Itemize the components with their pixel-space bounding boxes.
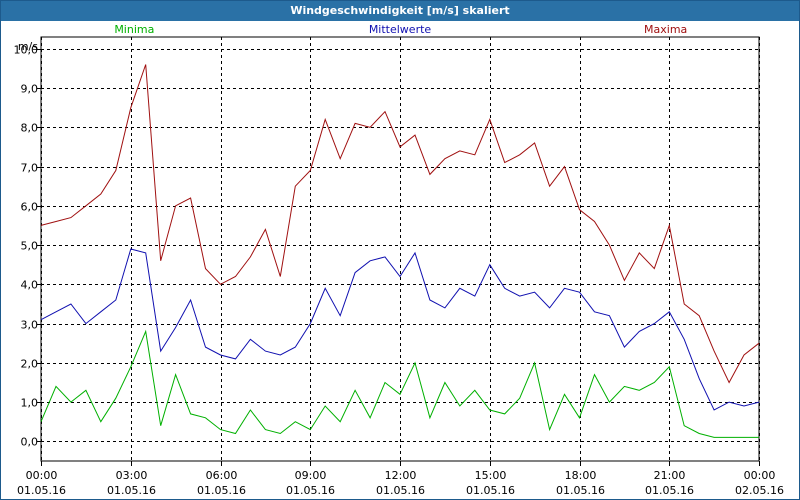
x-tick-time: 00:00: [744, 469, 776, 482]
x-tick-time: 15:00: [475, 469, 507, 482]
x-tick-date: 01.05.16: [645, 484, 694, 497]
y-tick-label: 1,0: [21, 397, 39, 410]
x-tick-date: 01.05.16: [197, 484, 246, 497]
x-tick-date: 01.05.16: [17, 484, 66, 497]
x-tick-time: 06:00: [206, 469, 238, 482]
x-tick-date: 01.05.16: [286, 484, 335, 497]
y-tick-label: 6,0: [21, 201, 39, 214]
label-layer: 0,0 1,0 2,0 3,0 4,0 5,0 6,0 7,0 8,0 9,0 10,0 00:00 0…: [14, 23, 784, 497]
legend-maxima: Maxima: [644, 23, 687, 36]
y-tick-label: 8,0: [21, 122, 39, 135]
legend-mittelwerte: Mittelwerte: [369, 23, 432, 36]
x-tick-time: 18:00: [565, 469, 597, 482]
legend-minima: Minima: [114, 23, 154, 36]
y-tick-label: 0,0: [21, 436, 39, 449]
y-tick-label: 5,0: [21, 240, 39, 253]
x-tick-time: 03:00: [116, 469, 148, 482]
x-tick-date: 01.05.16: [376, 484, 425, 497]
y-tick-label: 7,0: [21, 162, 39, 175]
x-tick-time: 21:00: [654, 469, 686, 482]
y-tick-label: 4,0: [21, 279, 39, 292]
series-layer: [40, 64, 760, 438]
axis-layer: [37, 36, 760, 466]
x-tick-date: 01.05.16: [466, 484, 515, 497]
x-tick-time: 12:00: [385, 469, 417, 482]
series-line-minima: [40, 329, 759, 438]
y-tick-label: 10,0: [14, 44, 39, 57]
chart-title: Windgeschwindigkeit [m/s] skaliert: [1, 1, 799, 21]
x-tick-time: 00:00: [26, 469, 58, 482]
x-tick-date: 01.05.16: [556, 484, 605, 497]
x-tick-time: 09:00: [295, 469, 327, 482]
y-axis-label: m/s: [18, 40, 38, 53]
series-line-maxima: [40, 64, 760, 384]
series-line-mittelwerte: [40, 248, 760, 411]
x-tick-date: 02.05.16: [735, 484, 784, 497]
x-tick-date: 01.05.16: [107, 484, 156, 497]
y-tick-label: 3,0: [21, 319, 39, 332]
y-tick-label: 9,0: [21, 83, 39, 96]
y-tick-label: 2,0: [21, 358, 39, 371]
